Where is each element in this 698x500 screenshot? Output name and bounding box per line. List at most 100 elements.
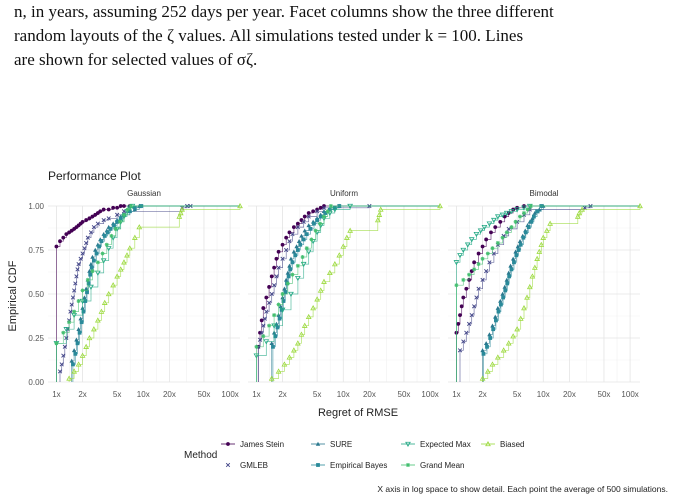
data-point	[296, 239, 302, 243]
data-point	[523, 230, 528, 235]
data-point	[540, 234, 547, 240]
x-tick-label: 20x	[363, 390, 376, 399]
data-point	[104, 242, 109, 247]
data-point	[453, 260, 460, 266]
data-point	[464, 242, 471, 248]
data-point	[508, 209, 515, 215]
data-point	[503, 288, 508, 293]
data-point	[543, 227, 550, 233]
data-point	[274, 256, 279, 261]
data-point	[310, 305, 317, 311]
data-point	[115, 219, 120, 224]
data-point	[308, 226, 313, 231]
data-point	[314, 296, 320, 302]
data-point	[476, 262, 481, 267]
data-point	[131, 234, 138, 240]
data-point	[485, 344, 489, 349]
data-point	[114, 212, 120, 217]
x-tick-label: 100x	[421, 390, 438, 399]
data-point	[90, 326, 97, 332]
data-point	[532, 210, 538, 215]
data-point	[309, 237, 314, 242]
data-point	[136, 224, 143, 230]
data-point	[510, 256, 516, 261]
data-point	[490, 323, 495, 328]
data-point	[106, 216, 111, 221]
data-point	[69, 358, 74, 363]
data-point	[321, 278, 327, 284]
legend-label: Biased	[500, 440, 524, 449]
data-point	[506, 226, 511, 231]
data-point	[472, 267, 477, 272]
data-point	[272, 313, 277, 318]
data-point	[88, 230, 94, 235]
data-point	[500, 291, 505, 296]
data-point	[261, 323, 266, 328]
data-point	[89, 265, 94, 270]
data-point	[506, 270, 511, 275]
facet-gaussian: Gaussian 1x 2x 5x 10x 20x 50x 100x 0.00 0.25 0.50 0…	[28, 189, 243, 399]
data-point	[75, 361, 82, 367]
data-point	[331, 261, 338, 267]
x-tick-label: 10x	[137, 390, 150, 399]
legend-marker	[485, 440, 491, 447]
data-point	[514, 207, 520, 213]
caption-line-1: n, in years, assuming 252 days per year.…	[14, 2, 554, 21]
data-point	[132, 205, 137, 210]
data-point	[126, 245, 133, 251]
data-point	[280, 256, 285, 261]
data-point	[78, 256, 83, 261]
data-point	[287, 263, 292, 268]
data-point	[579, 206, 585, 212]
series-sure	[480, 203, 640, 382]
data-point	[515, 244, 521, 249]
data-point	[529, 273, 536, 279]
data-point	[491, 327, 496, 332]
data-point	[464, 286, 469, 291]
data-point	[473, 232, 480, 238]
data-point	[64, 232, 69, 237]
x-tick-label: 2x	[78, 390, 86, 399]
data-point	[485, 251, 490, 256]
data-point	[76, 327, 81, 331]
data-point	[85, 290, 89, 295]
data-point	[500, 347, 507, 353]
data-point	[484, 368, 491, 374]
data-point	[282, 286, 287, 291]
data-point	[106, 207, 111, 212]
data-point	[75, 267, 80, 272]
legend-label: GMLEB	[240, 461, 268, 470]
data-point	[461, 277, 466, 282]
data-point	[74, 274, 79, 279]
data-point	[494, 318, 498, 323]
data-point	[325, 209, 330, 214]
data-point	[288, 267, 293, 272]
data-point	[283, 290, 288, 295]
series-grand-mean	[54, 204, 240, 382]
legend-marker	[405, 441, 411, 448]
data-point	[291, 225, 296, 230]
y-tick-label: 1.00	[28, 202, 44, 211]
data-point	[80, 219, 85, 224]
data-point	[295, 225, 300, 230]
data-point	[301, 237, 306, 242]
data-point	[118, 204, 123, 208]
data-point	[101, 217, 106, 223]
data-point	[254, 344, 259, 349]
data-point	[576, 210, 583, 216]
data-point	[259, 318, 264, 323]
data-point	[305, 249, 312, 255]
data-point	[454, 283, 459, 288]
data-point	[481, 224, 488, 231]
data-point	[71, 362, 75, 367]
data-point	[509, 267, 514, 272]
data-point	[501, 295, 506, 300]
data-point	[512, 260, 516, 265]
data-point	[496, 309, 501, 314]
data-point	[538, 241, 545, 247]
data-point	[257, 337, 263, 342]
data-point	[294, 244, 299, 249]
data-point	[264, 295, 269, 300]
data-point	[54, 341, 59, 346]
data-point	[529, 219, 534, 224]
